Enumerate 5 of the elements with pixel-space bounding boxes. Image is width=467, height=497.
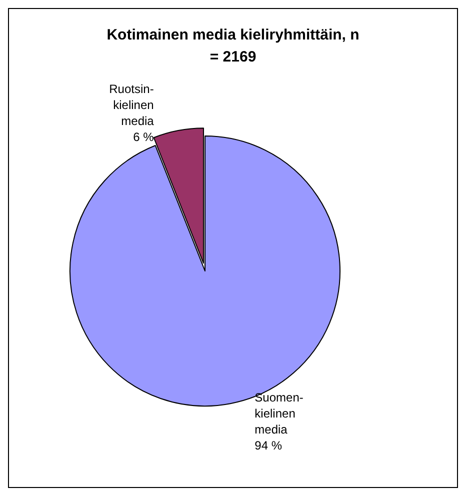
data-label: 94 % xyxy=(254,438,282,452)
slice-label: Ruotsin- kielinen media xyxy=(109,82,154,128)
slice-label: Suomen- kielinen media xyxy=(254,390,304,436)
data-label: 6 % xyxy=(133,130,154,144)
chart-title: Kotimainen media kieliryhmittäin, n = 2169 xyxy=(106,26,360,66)
